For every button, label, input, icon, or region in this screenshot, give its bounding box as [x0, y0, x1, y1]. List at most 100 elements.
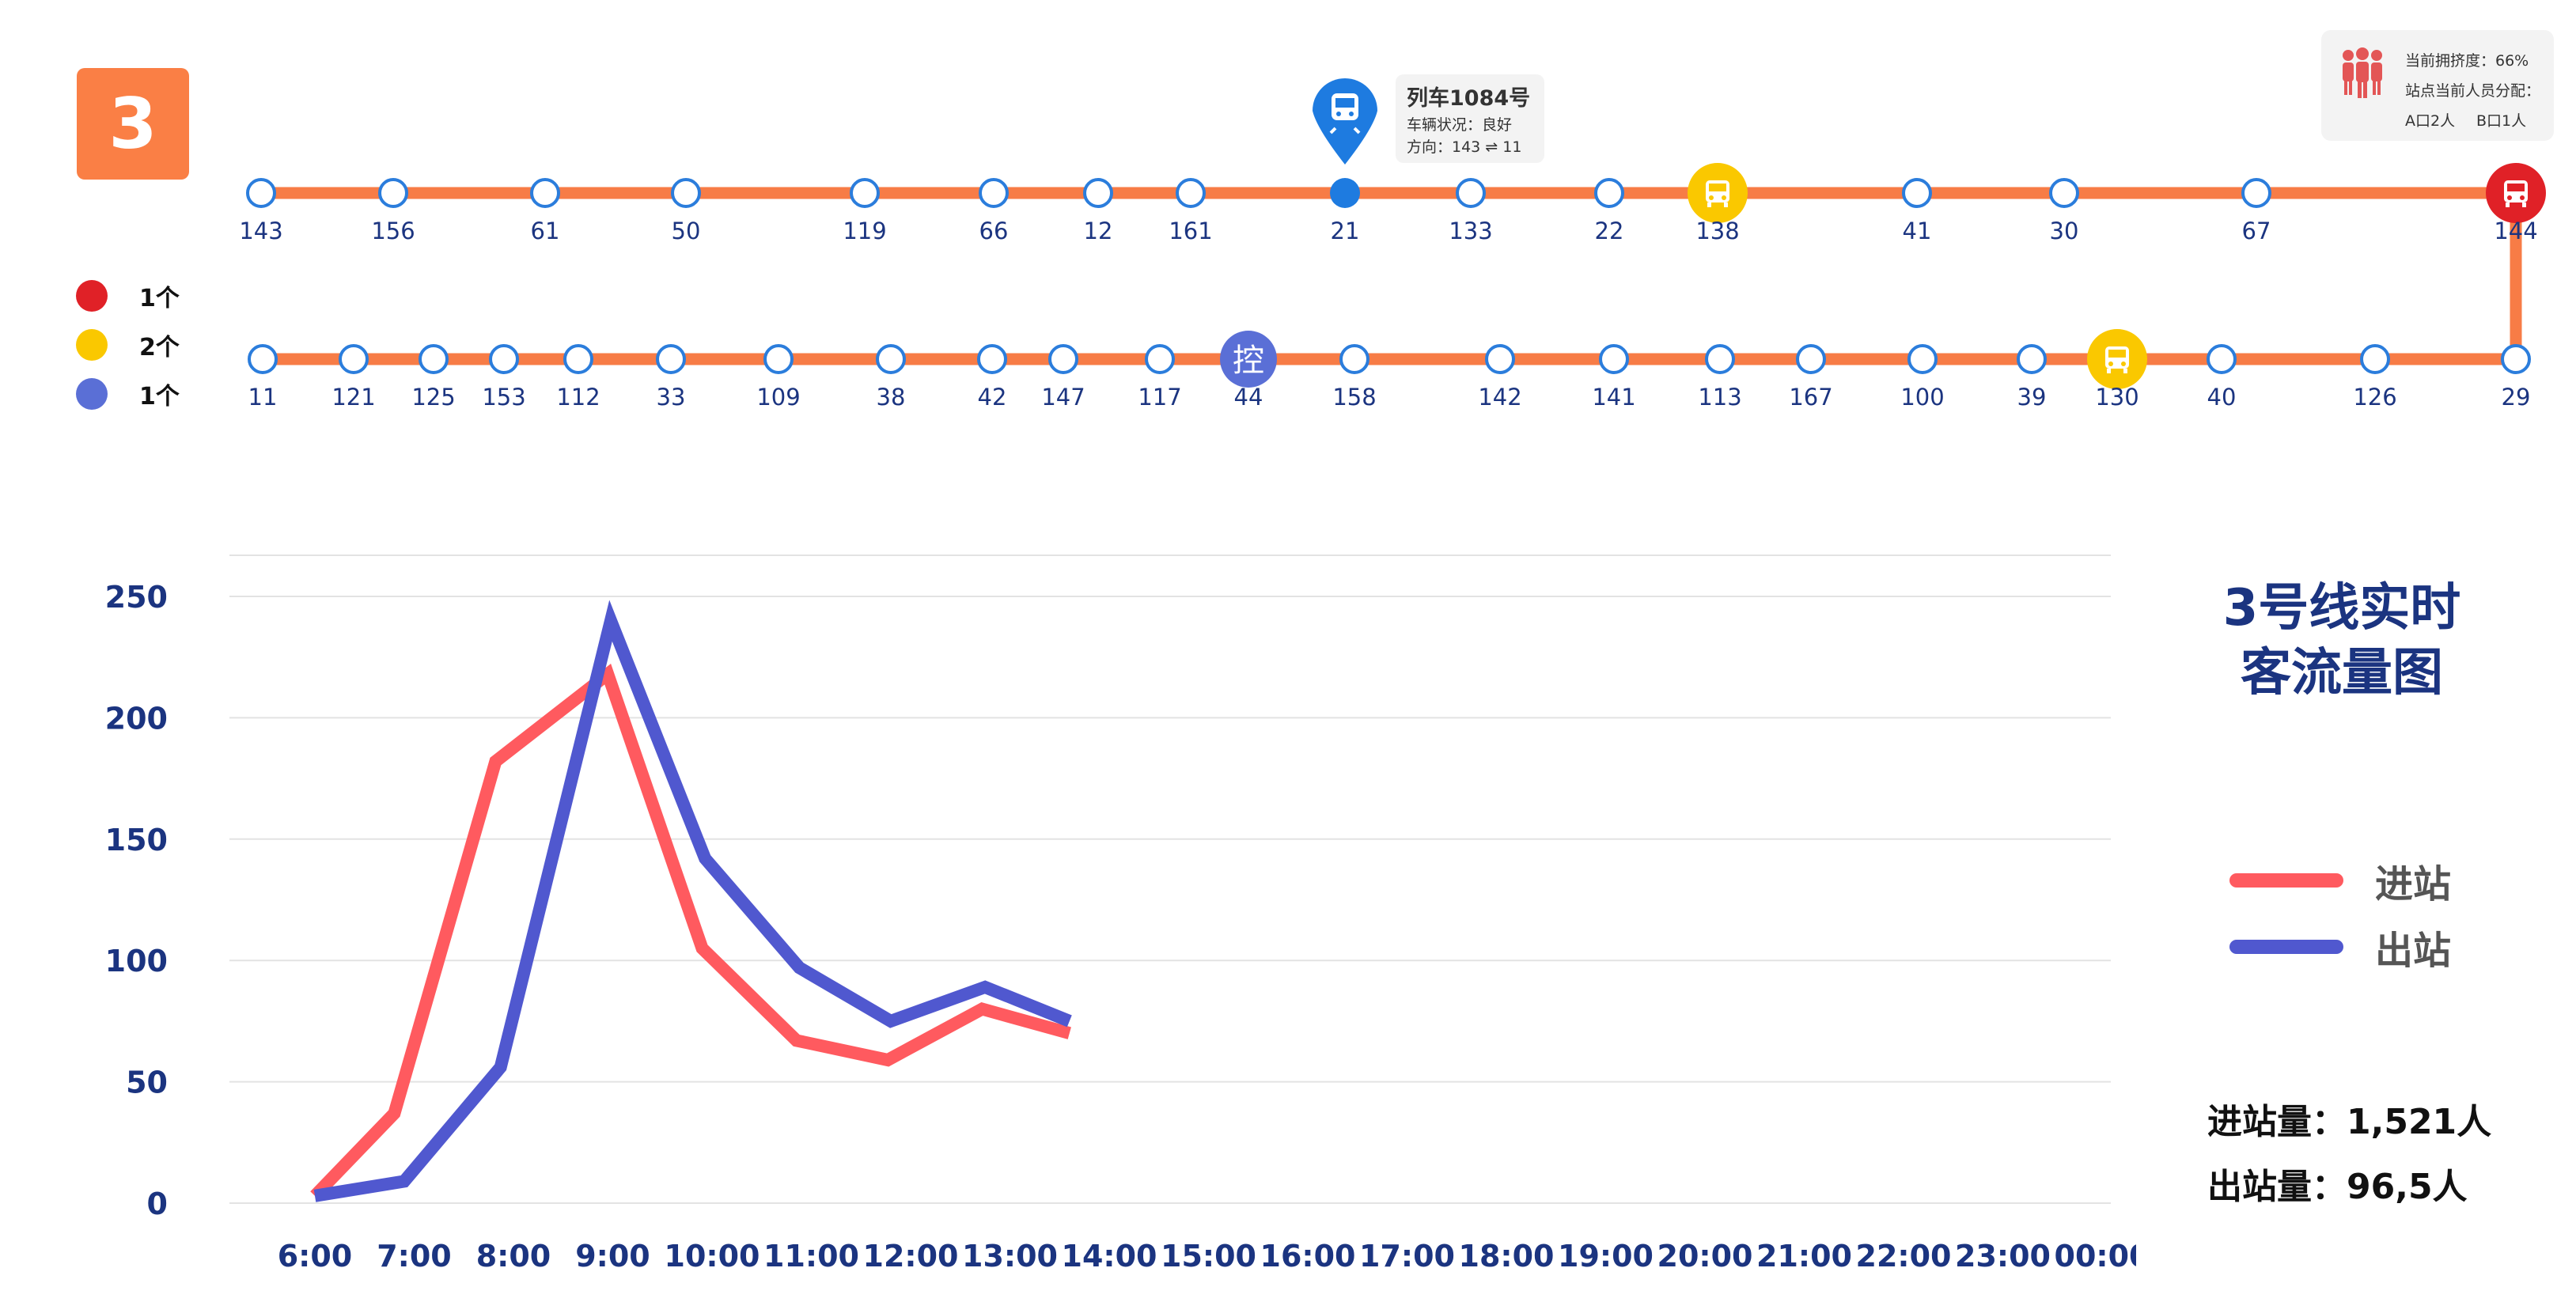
x-tick-label: 12:00 — [863, 1239, 959, 1274]
station-label: 39 — [2017, 384, 2047, 411]
legend-inbound: 进站 — [2229, 853, 2451, 908]
station-dot — [1796, 344, 1826, 374]
station-label: 142 — [1478, 384, 1521, 411]
inbound-total: 进站量：1,521人 — [2207, 1102, 2492, 1142]
yellow-bus-icon[interactable] — [1688, 163, 1748, 223]
station-41[interactable] — [1902, 178, 1932, 208]
x-tick-label: 23:00 — [1955, 1239, 2051, 1274]
station-147[interactable] — [1048, 344, 1078, 374]
crowding-info-card[interactable]: 当前拥挤度：66% 站点当前人员分配： A口2人 B口1人 — [2321, 30, 2554, 141]
station-126[interactable] — [2360, 344, 2390, 374]
station-label: 141 — [1592, 384, 1635, 411]
y-tick-label: 100 — [105, 944, 168, 978]
station-label: 113 — [1698, 384, 1741, 411]
station-dot — [656, 344, 686, 374]
station-dot — [1907, 344, 1938, 374]
station-label: 153 — [482, 384, 525, 411]
station-153[interactable] — [489, 344, 519, 374]
station-61[interactable] — [530, 178, 560, 208]
station-label: 109 — [756, 384, 800, 411]
station-label: 22 — [1595, 218, 1624, 244]
station-label: 40 — [2207, 384, 2237, 411]
station-158[interactable] — [1339, 344, 1369, 374]
station-dot — [1902, 178, 1932, 208]
passenger-flow-chart: 0 50 100 150 200 250 6:00 7:00 8:00 9:00 10:00 11:0… — [105, 554, 2136, 1274]
entrance-b-staff: B口1人 — [2476, 112, 2527, 130]
station-label: 156 — [371, 218, 415, 244]
chart-title-line-1: 3号线实时 — [2222, 579, 2461, 638]
station-dot — [248, 344, 278, 374]
station-dot — [1599, 344, 1629, 374]
x-tick-label: 6:00 — [278, 1239, 353, 1274]
station-113[interactable] — [1705, 344, 1735, 374]
station-dot — [1339, 344, 1369, 374]
station-167[interactable] — [1796, 344, 1826, 374]
station-11[interactable] — [248, 344, 278, 374]
station-30[interactable] — [2049, 178, 2079, 208]
station-33[interactable] — [656, 344, 686, 374]
y-tick-label: 0 — [147, 1187, 168, 1221]
station-50[interactable] — [671, 178, 701, 208]
outbound-total: 出站量：96,5人 — [2207, 1167, 2468, 1207]
station-42[interactable] — [977, 344, 1007, 374]
controlled-label: 控 — [1233, 343, 1264, 379]
station-121[interactable] — [339, 344, 369, 374]
station-label: 61 — [531, 218, 560, 244]
legend-outbound-label: 出站 — [2375, 929, 2452, 973]
train-location-pin-icon[interactable] — [1313, 78, 1377, 165]
station-dot — [1594, 178, 1624, 208]
station-143[interactable] — [246, 178, 276, 208]
station-dot — [563, 344, 593, 374]
legend-red: 1个 — [76, 278, 180, 313]
station-39[interactable] — [2017, 344, 2047, 374]
station-label: 42 — [978, 384, 1007, 411]
x-tick-label: 15:00 — [1161, 1239, 1256, 1274]
station-142[interactable] — [1485, 344, 1515, 374]
yellow-bus-icon[interactable] — [2087, 329, 2147, 389]
station-156[interactable] — [378, 178, 408, 208]
station-dot — [977, 344, 1007, 374]
station-label: 44 — [1234, 384, 1263, 411]
station-117[interactable] — [1145, 344, 1175, 374]
chart-title-line-2: 客流量图 — [2241, 644, 2443, 702]
red-bus-icon[interactable] — [2486, 163, 2546, 223]
legend-red-label: 1个 — [139, 285, 180, 312]
station-67[interactable] — [2241, 178, 2271, 208]
station-label: 167 — [1789, 384, 1832, 411]
station-12[interactable] — [1083, 178, 1113, 208]
inbound-series-line — [310, 664, 1071, 1201]
station-133[interactable] — [1456, 178, 1486, 208]
x-tick-label: 17:00 — [1359, 1239, 1455, 1274]
station-dot — [671, 178, 701, 208]
x-tick-label: 8:00 — [476, 1239, 551, 1274]
station-109[interactable] — [763, 344, 794, 374]
station-44[interactable]: 控 — [1220, 331, 1277, 388]
x-tick-label: 9:00 — [575, 1239, 650, 1274]
station-125[interactable] — [419, 344, 449, 374]
legend-blue-label: 1个 — [139, 383, 180, 411]
station-100[interactable] — [1907, 344, 1938, 374]
train-info-card[interactable]: 列车1084号 车辆状况：良好 方向：143 ⇌ 11 — [1396, 74, 1544, 163]
station-141[interactable] — [1599, 344, 1629, 374]
station-119[interactable] — [850, 178, 880, 208]
station-29[interactable] — [2501, 344, 2531, 374]
station-22[interactable] — [1594, 178, 1624, 208]
station-21[interactable] — [1330, 178, 1360, 208]
x-tick-label: 21:00 — [1756, 1239, 1852, 1274]
blue-dot-icon — [76, 378, 108, 410]
station-dot — [763, 344, 794, 374]
station-40[interactable] — [2207, 344, 2237, 374]
station-dot — [1705, 344, 1735, 374]
station-label: 29 — [2502, 384, 2531, 411]
station-label: 143 — [239, 218, 282, 244]
staff-allocation-label: 站点当前人员分配： — [2405, 82, 2541, 100]
x-tick-label: 13:00 — [962, 1239, 1058, 1274]
station-112[interactable] — [563, 344, 593, 374]
station-dot — [1176, 178, 1206, 208]
station-38[interactable] — [876, 344, 906, 374]
station-label: 38 — [877, 384, 906, 411]
station-dot — [378, 178, 408, 208]
station-66[interactable] — [979, 178, 1009, 208]
station-161[interactable] — [1176, 178, 1206, 208]
outbound-swatch — [2229, 940, 2343, 954]
